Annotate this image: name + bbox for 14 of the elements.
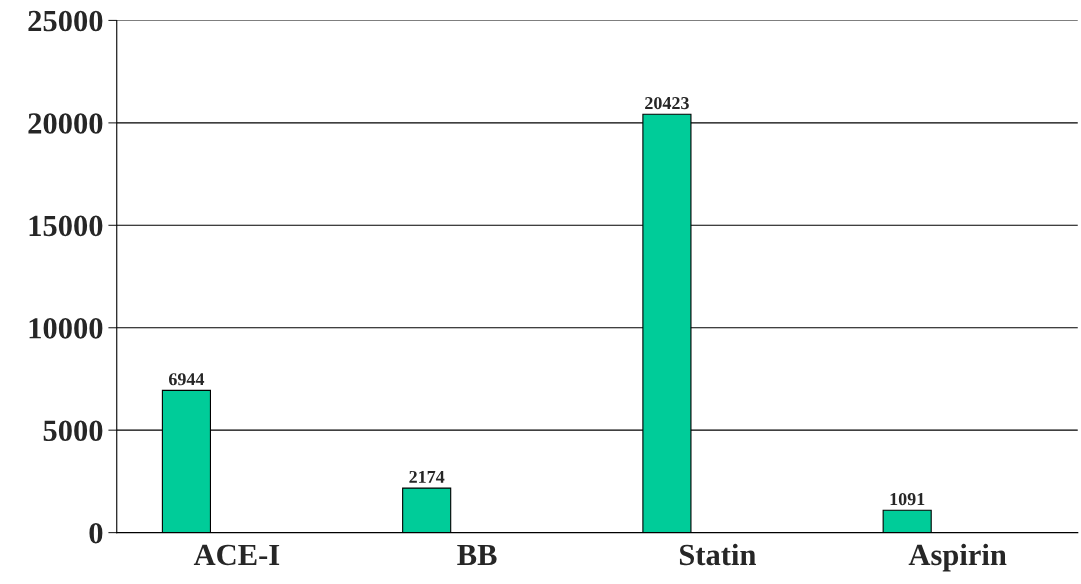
y-tick-label: 15000 [29,215,103,237]
y-tick-label: 20000 [28,113,103,134]
x-tick-label: Aspirin [908,543,1007,572]
y-tick-label: 0 [89,522,103,544]
data-label: 2174 [409,470,445,483]
y-tick-label: 10000 [29,318,103,339]
x-tick-label: ACE-I [193,544,280,566]
data-label: 20423 [645,96,689,110]
x-tick-label: BB [457,544,497,566]
x-tick-label: Statin [679,543,756,566]
data-label: 1091 [890,493,925,506]
y-tick-label: 25000 [28,10,103,32]
y-tick-label: 5000 [43,420,103,442]
data-label: 6944 [168,373,205,386]
